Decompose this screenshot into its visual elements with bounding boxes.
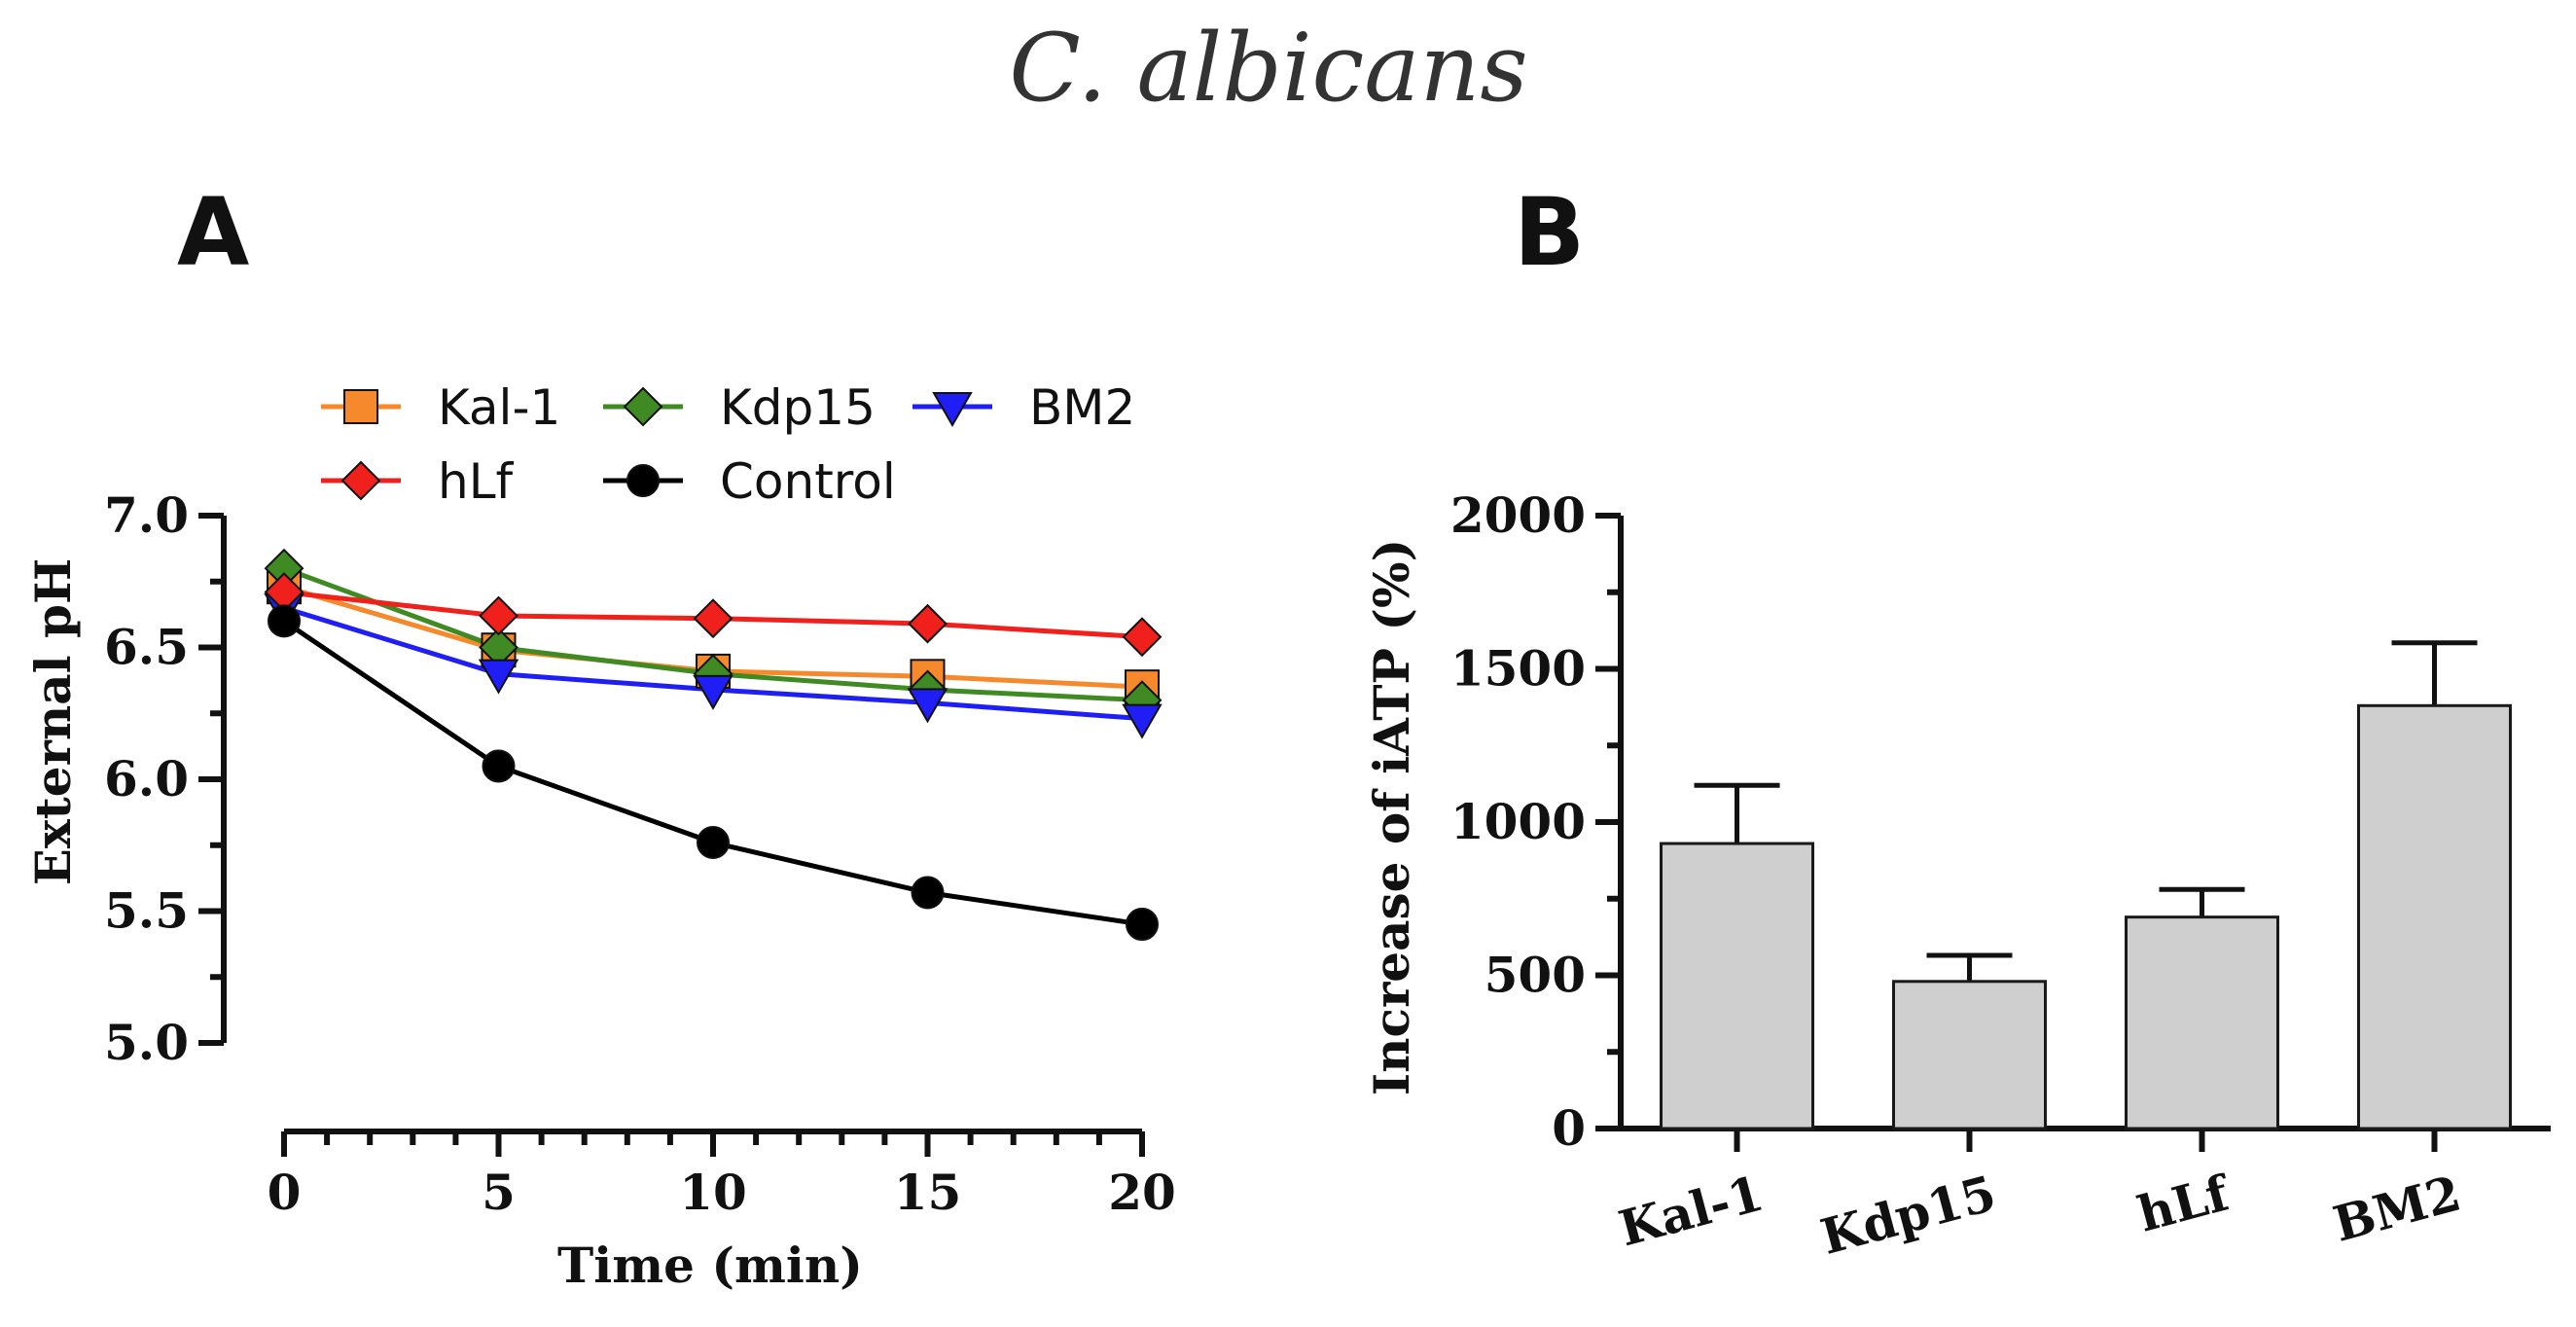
legend-marker-kdp15	[623, 386, 663, 427]
panel-a-y-axis-label: External pH	[24, 558, 82, 886]
panel-a-y-tick-label-4: 7.0	[104, 486, 189, 544]
legend-item-kdp15: Kdp15	[603, 379, 876, 436]
panel-b-bar-chart: 0 500 1000 1500 2000 Kal-1 Kdp15 hLf BM2 Increas…	[1363, 486, 2551, 1266]
panel-a-x-tick-label-0: 0	[268, 1164, 302, 1221]
bar-kal-1	[1660, 842, 1814, 1130]
point-hlf-t15	[908, 603, 948, 644]
point-control-t5	[482, 749, 516, 783]
legend-item-hlf: hLf	[321, 453, 515, 510]
point-control-t0	[268, 604, 301, 638]
bar-hlf	[2125, 915, 2279, 1130]
figure-title: C. albicans	[1009, 14, 1527, 123]
panel-a-x-tick-label-2: 10	[679, 1164, 747, 1221]
panel-b-x-tick-label-hlf: hLf	[2131, 1164, 2236, 1243]
legend-label-control: Control	[720, 453, 896, 510]
legend-marker-control	[626, 464, 660, 497]
panel-a-legend: Kal-1 Kdp15 BM2 hLf Control	[321, 379, 1135, 510]
legend-label-kdp15: Kdp15	[720, 379, 876, 436]
panel-a-y-tick-label-0: 5.0	[104, 1014, 189, 1071]
point-control-t20	[1126, 908, 1159, 942]
panel-b-bars-group	[1660, 640, 2512, 1130]
panel-a-x-tick-label-1: 5	[482, 1164, 516, 1221]
legend-marker-hlf	[340, 460, 381, 501]
point-control-t15	[911, 876, 945, 910]
panel-b-x-tick-label-kdp15: Kdp15	[1815, 1165, 2002, 1266]
legend-item-bm2: BM2	[912, 379, 1135, 436]
panel-a-y-tick-label-3: 6.5	[104, 619, 189, 676]
panel-a-x-tick-label-3: 15	[894, 1164, 962, 1221]
panel-b-y-tick-label-2: 1000	[1450, 793, 1586, 850]
panel-a-y-tick-label-2: 6.0	[104, 750, 189, 807]
panel-b-x-tick-label-kal-1: Kal-1	[1613, 1165, 1770, 1258]
bar-bm2	[2357, 703, 2512, 1130]
legend-item-control: Control	[603, 453, 896, 510]
point-hlf-t5	[479, 595, 519, 636]
panel-a-label: A	[177, 178, 249, 287]
panel-a-x-tick-label-4: 20	[1108, 1164, 1176, 1221]
point-control-t10	[697, 826, 730, 860]
legend-marker-kal-1	[343, 389, 378, 424]
panel-b-y-tick-label-1: 500	[1485, 947, 1586, 1004]
panel-a-axes: 5.0 5.5 6.0 6.5 7.0 0 5 10 15 20	[104, 486, 1176, 1221]
point-bm2-t15	[907, 688, 948, 724]
panel-a-x-axis-label: Time (min)	[557, 1237, 863, 1294]
panel-b-y-axis-label: Increase of iATP (%)	[1363, 539, 1420, 1095]
point-hlf-t10	[693, 598, 733, 639]
panel-a-y-tick-label-1: 5.5	[104, 882, 189, 940]
panel-b-y-tick-label-0: 0	[1552, 1099, 1586, 1157]
panel-b-x-tick-label-bm2: BM2	[2327, 1165, 2466, 1253]
panel-a-line-chart: Kal-1 Kdp15 BM2 hLf Control 5.0 5.5 6.0 6.5 7.0 0…	[24, 379, 1176, 1294]
legend-label-kal-1: Kal-1	[438, 379, 560, 436]
legend-marker-bm2	[932, 392, 973, 428]
panel-b-y-tick-label-4: 2000	[1450, 486, 1586, 544]
point-hlf-t20	[1122, 617, 1163, 658]
legend-label-hlf: hLf	[438, 453, 515, 510]
panel-b-label: B	[1514, 178, 1585, 287]
legend-item-kal-1: Kal-1	[321, 379, 560, 436]
point-bm2-t5	[478, 659, 519, 695]
legend-label-bm2: BM2	[1029, 379, 1135, 436]
panel-b-y-tick-label-3: 1500	[1450, 640, 1586, 698]
point-bm2-t10	[693, 674, 733, 710]
panel-a-series-group	[264, 548, 1163, 942]
point-bm2-t20	[1122, 703, 1163, 739]
bar-kdp15	[1892, 980, 2047, 1130]
